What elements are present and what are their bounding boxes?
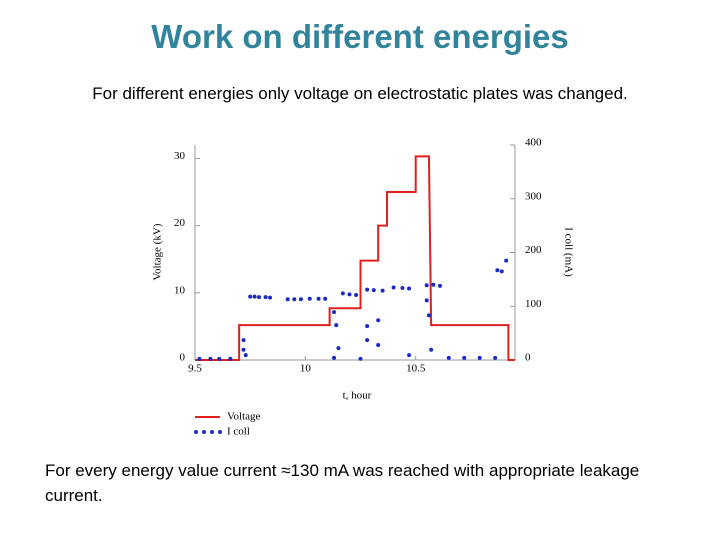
current-point xyxy=(208,356,213,361)
current-point xyxy=(376,318,381,323)
current-point xyxy=(285,297,290,302)
current-point xyxy=(358,356,363,361)
current-point xyxy=(323,296,328,301)
y2-tick-label: 300 xyxy=(525,190,542,202)
x-tick-label: 9.5 xyxy=(188,363,202,375)
current-point xyxy=(252,294,257,299)
current-point xyxy=(424,283,429,288)
current-point xyxy=(431,282,436,287)
current-point xyxy=(407,286,412,291)
legend-swatch xyxy=(210,430,214,434)
current-point xyxy=(499,269,504,274)
current-point xyxy=(298,297,303,302)
current-point xyxy=(424,298,429,303)
current-point xyxy=(248,294,253,299)
slide-subtitle: For different energies only voltage on e… xyxy=(92,84,628,103)
current-point xyxy=(391,285,396,290)
current-point xyxy=(429,347,434,352)
current-point xyxy=(354,292,359,297)
current-point xyxy=(504,258,509,263)
legend-label: I coll xyxy=(227,426,250,438)
current-point xyxy=(307,296,312,301)
y2-tick-label: 0 xyxy=(525,352,531,364)
current-point xyxy=(217,356,222,361)
current-point xyxy=(257,295,261,300)
current-point xyxy=(332,310,337,315)
current-point xyxy=(365,324,370,329)
current-point xyxy=(334,323,339,328)
current-point xyxy=(197,356,202,361)
y2-tick-label: 400 xyxy=(525,137,542,149)
current-point xyxy=(347,292,352,297)
y2-tick-label: 100 xyxy=(525,298,542,310)
voltage-line xyxy=(195,155,515,361)
current-point xyxy=(268,295,273,300)
current-point xyxy=(365,338,370,343)
y-tick-label: 20 xyxy=(174,217,186,229)
current-point xyxy=(336,346,341,351)
current-point xyxy=(462,355,467,360)
x-tick-label: 10 xyxy=(300,363,312,375)
slide-title: Work on different energies xyxy=(151,18,569,55)
current-point xyxy=(495,268,500,273)
current-point xyxy=(376,342,381,347)
current-point xyxy=(316,296,321,301)
y2-axis-label: I coll (mA) xyxy=(562,227,574,277)
legend-swatch xyxy=(194,430,198,434)
x-axis-label: t, hour xyxy=(343,390,372,402)
current-point xyxy=(371,288,376,293)
legend-swatch xyxy=(202,430,206,434)
current-point xyxy=(400,285,405,290)
current-point xyxy=(332,355,337,360)
slide-footnote: For every energy value current ≈130 mA w… xyxy=(45,461,640,505)
current-point xyxy=(407,353,412,358)
current-point xyxy=(446,355,451,360)
current-point xyxy=(365,287,370,292)
current-point xyxy=(380,288,385,293)
y2-tick-label: 200 xyxy=(525,244,542,256)
x-tick-label: 10.5 xyxy=(406,363,426,375)
current-point xyxy=(228,356,233,361)
current-point xyxy=(437,283,442,288)
y-tick-label: 0 xyxy=(180,352,186,364)
current-point xyxy=(241,338,246,343)
current-point xyxy=(477,355,482,360)
y-axis-label: Voltage (kV) xyxy=(152,223,164,280)
current-point xyxy=(292,297,297,302)
current-point xyxy=(426,313,431,318)
current-point xyxy=(241,347,246,352)
current-point xyxy=(243,353,248,358)
current-point xyxy=(340,291,345,296)
current-point xyxy=(493,355,498,360)
y-tick-label: 30 xyxy=(174,150,186,162)
current-point xyxy=(263,295,268,300)
legend-swatch xyxy=(218,430,222,434)
legend-label: Voltage xyxy=(227,411,261,423)
y-tick-label: 10 xyxy=(174,284,186,296)
